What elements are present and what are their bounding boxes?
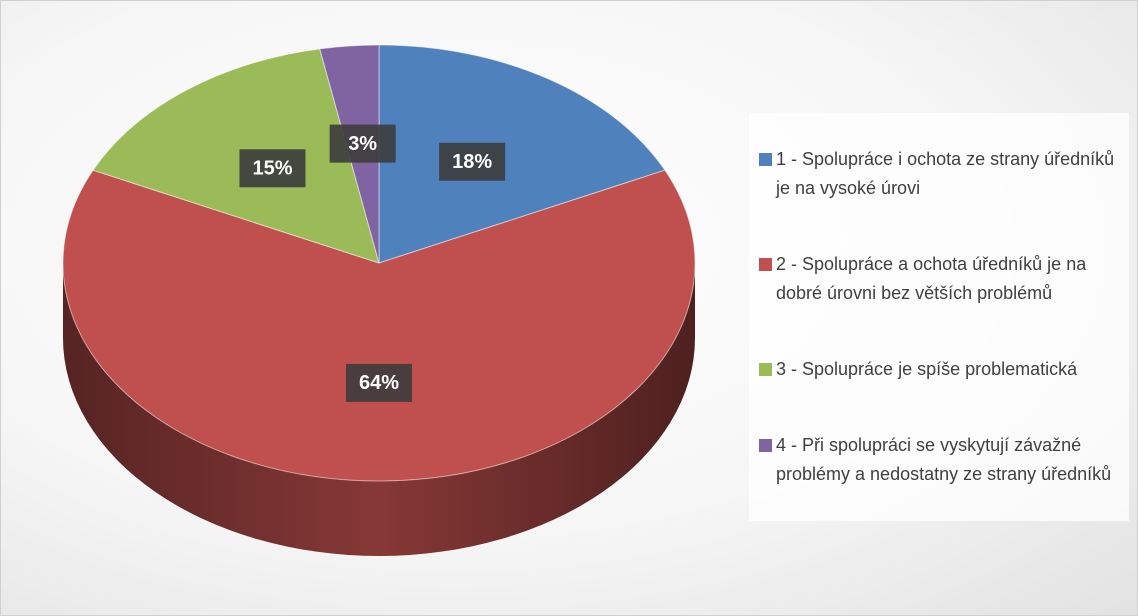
legend-item: 3 - Spolupráce je spíše problematická	[759, 355, 1123, 384]
legend-swatch	[759, 152, 772, 166]
legend-label: 2 - Spolupráce a ochota úředníků je na d…	[776, 253, 1087, 303]
legend-label: 3 - Spolupráce je spíše problematická	[776, 359, 1078, 380]
legend-swatch	[759, 439, 772, 453]
data-label-box	[346, 363, 412, 402]
data-label: 3%	[348, 133, 377, 155]
legend-swatch	[759, 363, 772, 377]
slice	[92, 48, 380, 264]
data-label-box	[329, 124, 396, 163]
data-label: 64%	[359, 372, 399, 394]
data-label: 18%	[452, 151, 492, 173]
legend-swatch	[759, 257, 772, 271]
legend-item: 4 - Při spolupráci se vyskytují závažné …	[759, 431, 1123, 489]
slice-side	[63, 263, 695, 556]
legend: 1 - Spolupráce i ochota ze strany úřední…	[749, 113, 1129, 521]
data-label-box	[239, 149, 306, 188]
slice	[62, 169, 696, 482]
legend-label: 1 - Spolupráce i ochota ze strany úřední…	[776, 148, 1115, 198]
legend-item: 1 - Spolupráce i ochota ze strany úřední…	[759, 145, 1123, 203]
data-label-box	[439, 142, 506, 181]
data-label: 15%	[252, 158, 292, 180]
legend-item: 2 - Spolupráce a ochota úředníků je na d…	[759, 250, 1123, 308]
slice	[378, 44, 666, 264]
legend-label: 4 - Při spolupráci se vyskytují závažné …	[776, 435, 1112, 485]
